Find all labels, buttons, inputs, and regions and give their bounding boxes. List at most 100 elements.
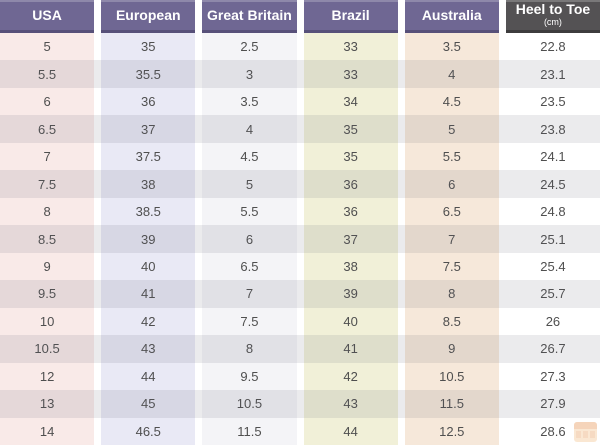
table-cell: 5.5	[404, 142, 499, 171]
column-header-label: Australia	[421, 6, 482, 23]
table-cell: 24.1	[505, 142, 600, 171]
table-cell: 9.5	[202, 362, 297, 391]
table-cell: 33	[303, 33, 398, 61]
column-header-heel-to-toe: Heel to Toe (cm)	[505, 0, 600, 33]
table-cell: 10.5	[0, 335, 95, 363]
table-cell: 2.5	[202, 33, 297, 61]
table-cell: 39	[303, 280, 398, 308]
table-cell: 40	[101, 252, 196, 281]
table-cell: 35	[101, 33, 196, 61]
column-header-usa: USA	[0, 0, 95, 33]
column-header-australia: Australia	[404, 0, 499, 33]
table-header-row: USA European Great Britain Brazil Austra…	[0, 0, 600, 33]
table-cell: 10.5	[202, 390, 297, 418]
table-cell: 11.5	[404, 390, 499, 418]
table-cell: 25.1	[505, 225, 600, 253]
table-row: 6.5 37 4 35 5 23.8	[0, 115, 600, 144]
table-cell: 10.5	[404, 362, 499, 391]
table-cell: 39	[101, 225, 196, 253]
table-cell: 38.5	[101, 197, 196, 226]
table-cell: 33	[303, 60, 398, 88]
table-cell: 35.5	[101, 60, 196, 88]
column-header-label: Heel to Toe	[515, 1, 591, 18]
table-cell: 5.5	[0, 60, 95, 88]
table-cell: 6	[404, 170, 499, 198]
column-header-label: USA	[32, 6, 62, 23]
table-cell: 36	[303, 170, 398, 198]
table-cell: 35	[303, 115, 398, 143]
table-cell: 44	[303, 417, 398, 445]
table-cell: 8.5	[404, 307, 499, 336]
column-header-label: European	[115, 6, 181, 23]
table-cell: 27.3	[505, 362, 600, 391]
table-cell: 7.5	[0, 170, 95, 198]
table-cell: 7	[202, 280, 297, 308]
table-cell: 44	[101, 362, 196, 391]
table-cell: 42	[303, 362, 398, 391]
table-body: 5 35 2.5 33 3.5 22.8 5.5 35.5 3 33 4 23.1 6 36 3.5 34 4.…	[0, 33, 600, 445]
table-row: 10 42 7.5 40 8.5 26	[0, 307, 600, 336]
table-cell: 7	[404, 225, 499, 253]
table-cell: 23.8	[505, 115, 600, 143]
table-cell: 9	[404, 335, 499, 363]
table-cell: 23.5	[505, 87, 600, 116]
table-cell: 38	[101, 170, 196, 198]
table-row: 7.5 38 5 36 6 24.5	[0, 170, 600, 199]
table-cell: 3	[202, 60, 297, 88]
table-cell: 4	[404, 60, 499, 88]
table-cell: 5.5	[202, 197, 297, 226]
table-cell: 6.5	[404, 197, 499, 226]
table-cell: 43	[303, 390, 398, 418]
table-cell: 46.5	[101, 417, 196, 445]
table-cell: 13	[0, 390, 95, 418]
table-cell: 3.5	[404, 33, 499, 61]
table-cell: 27.9	[505, 390, 600, 418]
column-header-label: Brazil	[331, 6, 370, 23]
table-cell: 7.5	[404, 252, 499, 281]
table-row: 12 44 9.5 42 10.5 27.3	[0, 362, 600, 391]
table-cell: 3.5	[202, 87, 297, 116]
table-cell: 43	[101, 335, 196, 363]
table-cell: 7.5	[202, 307, 297, 336]
table-row: 8.5 39 6 37 7 25.1	[0, 225, 600, 254]
table-cell: 11.5	[202, 417, 297, 445]
table-cell: 25.7	[505, 280, 600, 308]
table-cell: 8	[0, 197, 95, 226]
table-cell: 26	[505, 307, 600, 336]
table-cell: 24.8	[505, 197, 600, 226]
table-cell: 6	[202, 225, 297, 253]
table-cell: 6.5	[0, 115, 95, 143]
table-row: 7 37.5 4.5 35 5.5 24.1	[0, 142, 600, 171]
table-cell: 25.4	[505, 252, 600, 281]
table-cell: 9.5	[0, 280, 95, 308]
table-cell: 40	[303, 307, 398, 336]
table-row: 6 36 3.5 34 4.5 23.5	[0, 87, 600, 116]
table-cell: 5	[202, 170, 297, 198]
table-cell: 12	[0, 362, 95, 391]
table-cell: 42	[101, 307, 196, 336]
table-cell: 37	[101, 115, 196, 143]
table-cell: 22.8	[505, 33, 600, 61]
column-header-european: European	[101, 0, 196, 33]
watermark-logo-icon	[574, 422, 597, 442]
table-cell: 12.5	[404, 417, 499, 445]
table-row: 14 46.5 11.5 44 12.5 28.6	[0, 417, 600, 445]
table-cell: 35	[303, 142, 398, 171]
table-cell: 37.5	[101, 142, 196, 171]
table-cell: 26.7	[505, 335, 600, 363]
table-cell: 45	[101, 390, 196, 418]
table-cell: 10	[0, 307, 95, 336]
table-cell: 8	[404, 280, 499, 308]
table-cell: 4	[202, 115, 297, 143]
table-cell: 34	[303, 87, 398, 116]
table-cell: 23.1	[505, 60, 600, 88]
table-row: 10.5 43 8 41 9 26.7	[0, 335, 600, 364]
table-cell: 41	[303, 335, 398, 363]
table-cell: 8.5	[0, 225, 95, 253]
column-header-brazil: Brazil	[303, 0, 398, 33]
table-cell: 4.5	[202, 142, 297, 171]
table-cell: 24.5	[505, 170, 600, 198]
table-cell: 37	[303, 225, 398, 253]
column-header-unit-label: (cm)	[543, 17, 562, 28]
